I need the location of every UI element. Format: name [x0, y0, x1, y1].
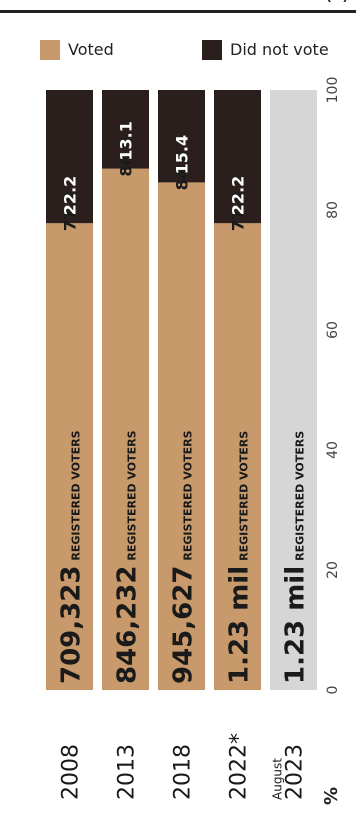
annotation-registered-3: 1.23 mil REGISTERED VOTERS [225, 431, 255, 684]
category-label-4: 2023 [283, 744, 308, 800]
category-label-0: 2008 [59, 744, 84, 800]
annotation-count: 1.23 mil [281, 566, 311, 684]
annotation-count: 709,323 [57, 566, 87, 684]
annotation-registered-0: 709,323 REGISTERED VOTERS [57, 430, 87, 684]
category-label-2: 2018 [171, 744, 196, 800]
bar-voted-1 [102, 168, 149, 691]
annotation-suffix: REGISTERED VOTERS [126, 430, 139, 560]
data-label-voted-1: 86.9 [117, 137, 136, 176]
axis-tick-40: 40 [325, 441, 341, 459]
bar-voted-0 [46, 223, 93, 690]
legend-swatch-did-not-vote [202, 40, 222, 60]
annotation-registered-1: 846,232 REGISTERED VOTERS [113, 430, 143, 684]
annotation-suffix: REGISTERED VOTERS [70, 430, 83, 560]
data-label-did-not-vote-2: 15.4 [173, 135, 192, 174]
header-unit-text: (%) [326, 0, 348, 2]
axis-tick-0: 0 [325, 686, 341, 695]
annotation-suffix: REGISTERED VOTERS [238, 431, 251, 561]
axis-tick-60: 60 [325, 321, 341, 339]
bar-voted-2 [158, 182, 205, 690]
category-label-1: 2013 [115, 744, 140, 800]
annotation-registered-4: 1.23 mil REGISTERED VOTERS [281, 431, 311, 684]
annotation-suffix: REGISTERED VOTERS [182, 430, 195, 560]
annotation-count: 1.23 mil [225, 566, 255, 684]
annotation-count: 945,627 [169, 566, 199, 684]
bar-pending-4 [270, 90, 317, 690]
axis-tick-20: 20 [325, 561, 341, 579]
header-rule [0, 10, 356, 13]
bar-did-not-vote-3 [214, 90, 261, 224]
data-label-did-not-vote-0: 22.2 [61, 176, 80, 215]
bar-did-not-vote-2 [158, 90, 205, 183]
axis-tick-100: 100 [325, 77, 341, 104]
category-prefix-4: August [271, 758, 285, 800]
axis-unit-label: % [321, 787, 342, 805]
data-label-voted-3: 77.8 [229, 192, 248, 231]
axis-tick-80: 80 [325, 201, 341, 219]
bar-did-not-vote-0 [46, 90, 93, 224]
data-label-voted-2: 84.6 [173, 151, 192, 190]
annotation-count: 846,232 [113, 566, 143, 684]
category-label-3: 2022* [227, 733, 252, 800]
legend-label-voted: Voted [68, 40, 114, 59]
legend-label-did-not-vote: Did not vote [230, 40, 329, 59]
data-label-did-not-vote-3: 22.2 [229, 176, 248, 215]
annotation-suffix: REGISTERED VOTERS [294, 431, 307, 561]
data-label-voted-0: 77.8 [61, 192, 80, 231]
data-label-did-not-vote-1: 13.1 [117, 121, 136, 160]
legend-swatch-voted [40, 40, 60, 60]
bar-voted-3 [214, 223, 261, 690]
bar-did-not-vote-1 [102, 90, 149, 169]
annotation-registered-2: 945,627 REGISTERED VOTERS [169, 430, 199, 684]
